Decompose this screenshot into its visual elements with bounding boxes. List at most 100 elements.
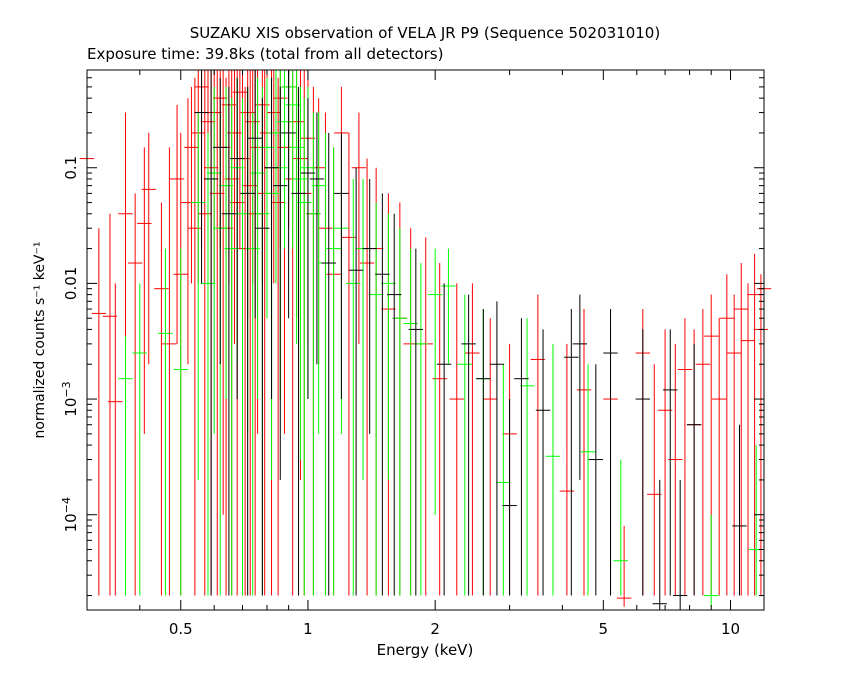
data-point xyxy=(141,132,156,365)
data-point xyxy=(545,343,561,596)
data-point xyxy=(362,178,377,434)
data-point xyxy=(118,336,133,596)
data-point xyxy=(436,283,452,596)
data-point xyxy=(173,248,188,596)
data-point xyxy=(387,213,402,596)
data-point xyxy=(734,263,749,596)
data-point xyxy=(273,86,288,480)
data-point xyxy=(191,112,206,480)
data-point xyxy=(580,364,596,596)
data-point xyxy=(221,86,237,596)
data-point xyxy=(355,178,371,480)
data-point xyxy=(663,329,678,596)
x-tick-label: 2 xyxy=(430,620,440,638)
data-point xyxy=(187,77,203,596)
data-point xyxy=(218,86,234,400)
data-point xyxy=(270,77,286,596)
data-point xyxy=(158,248,173,596)
data-point xyxy=(289,70,304,344)
data-point xyxy=(210,70,225,596)
data-point xyxy=(496,364,511,596)
data-point xyxy=(169,104,185,344)
data-point xyxy=(285,70,300,249)
data-point xyxy=(264,77,279,400)
data-point xyxy=(309,112,325,365)
data-point xyxy=(726,294,742,596)
data-point xyxy=(576,309,592,596)
y-tick-label: 10−4 xyxy=(60,497,80,532)
data-point xyxy=(162,147,177,596)
series-layer xyxy=(79,70,772,610)
data-point xyxy=(647,364,662,596)
data-point xyxy=(483,318,498,596)
data-point xyxy=(194,70,209,284)
data-point xyxy=(184,86,199,284)
data-point xyxy=(392,228,408,596)
data-point xyxy=(588,364,604,596)
data-point xyxy=(502,399,517,596)
data-point xyxy=(247,70,263,319)
y-tick-label: 0.1 xyxy=(62,156,80,180)
data-point xyxy=(461,294,476,596)
data-point xyxy=(535,329,551,596)
data-point xyxy=(514,318,529,596)
data-point xyxy=(476,309,491,596)
data-point xyxy=(672,479,688,610)
series-0 xyxy=(79,70,772,607)
data-point xyxy=(652,479,667,610)
data-point xyxy=(297,98,312,596)
data-point xyxy=(203,70,219,596)
data-point xyxy=(291,86,306,596)
ticks-layer: 0.5 1 2 5 10 0.1 0.01 10−3 10−4 xyxy=(60,70,764,638)
data-point xyxy=(559,343,575,596)
data-point xyxy=(427,248,443,515)
x-tick-label: 5 xyxy=(599,620,609,638)
data-point xyxy=(719,274,735,596)
data-point xyxy=(381,213,396,480)
data-point xyxy=(268,70,284,284)
data-point xyxy=(277,70,292,249)
data-point xyxy=(519,318,535,596)
data-point xyxy=(207,86,222,434)
data-point xyxy=(740,283,756,596)
data-point xyxy=(341,132,357,596)
data-point xyxy=(695,309,711,596)
data-point xyxy=(197,70,212,596)
data-point xyxy=(91,228,107,596)
x-tick-label: 0.5 xyxy=(169,620,193,638)
data-point xyxy=(572,294,588,480)
series-1 xyxy=(118,70,764,607)
data-point xyxy=(311,112,326,434)
data-point xyxy=(132,283,147,596)
data-point xyxy=(686,343,702,596)
x-axis-label: Energy (keV) xyxy=(377,641,474,659)
data-point xyxy=(180,98,196,365)
data-point xyxy=(240,86,255,596)
y-tick-label: 0.01 xyxy=(62,267,80,300)
series-2 xyxy=(194,70,747,610)
data-point xyxy=(281,70,296,319)
data-point xyxy=(321,132,336,596)
data-point xyxy=(300,98,316,400)
data-point xyxy=(257,70,272,596)
data-point xyxy=(375,193,390,596)
data-point xyxy=(616,525,632,607)
data-point xyxy=(200,132,216,596)
data-point xyxy=(432,263,447,596)
data-point xyxy=(229,77,245,400)
data-point xyxy=(677,318,693,596)
data-point xyxy=(318,132,333,596)
data-point xyxy=(213,77,228,365)
data-point xyxy=(603,309,618,596)
data-point xyxy=(711,318,727,596)
data-point xyxy=(137,147,152,434)
data-point xyxy=(408,248,424,596)
data-point xyxy=(227,70,242,344)
data-point xyxy=(346,178,361,596)
data-point xyxy=(613,459,629,596)
data-point xyxy=(449,283,464,596)
y-tick-label: 10−3 xyxy=(60,381,80,416)
data-point xyxy=(215,70,231,515)
data-point xyxy=(441,248,456,365)
